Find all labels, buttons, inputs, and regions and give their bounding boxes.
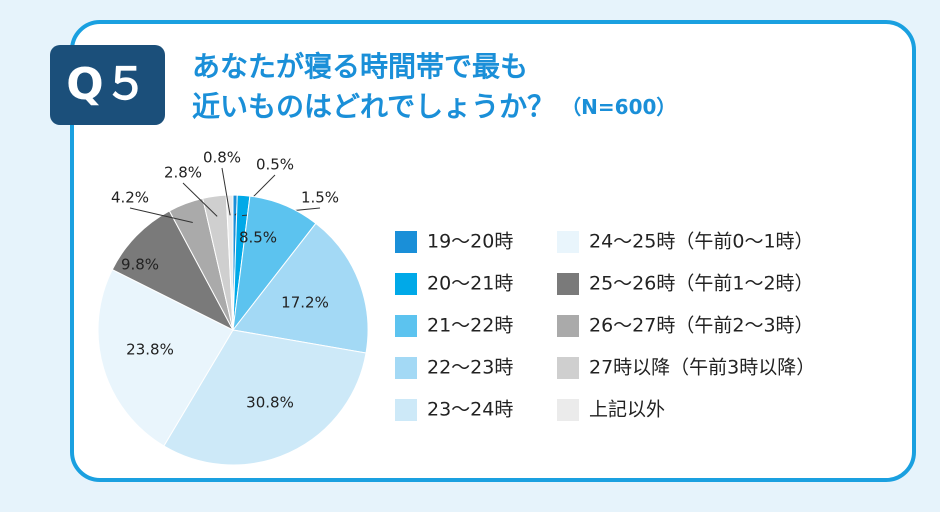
legend-swatch	[395, 231, 417, 253]
legend-swatch	[557, 315, 579, 337]
legend-label: 26～27時（午前2～3時）	[589, 315, 814, 337]
legend-swatch	[557, 273, 579, 295]
legend-label: 24～25時（午前0～1時）	[589, 231, 814, 253]
legend-label: 23～24時	[427, 399, 513, 421]
legend-label: 27時以降（午前3時以降）	[589, 357, 815, 379]
legend-swatch	[395, 315, 417, 337]
value-label: 4.2%	[111, 189, 149, 207]
title-line: 近いものはどれでしょうか？ （N=600）	[192, 90, 676, 123]
slice	[97, 268, 234, 447]
leader-line	[182, 182, 218, 217]
badge-box	[50, 45, 165, 125]
value-label: 30.8%	[246, 394, 294, 412]
title-line-text: 近いものはどれでしょうか？	[192, 90, 555, 123]
value-label: 0.5%	[256, 156, 294, 174]
legend-swatch	[557, 357, 579, 379]
legend-label: 19～20時	[427, 231, 513, 253]
legend-label: 25～26時（午前1～2時）	[589, 273, 814, 295]
note: （N=600）	[561, 95, 676, 119]
value-label: 2.8%	[164, 164, 202, 182]
legend-swatch	[557, 399, 579, 421]
slice	[232, 222, 369, 354]
legend-swatch	[557, 231, 579, 253]
title-line: あなたが寝る時間帯で最も	[192, 50, 528, 83]
value-label: 17.2%	[281, 294, 329, 312]
legend-label: 上記以外	[589, 399, 665, 421]
slice	[163, 329, 367, 466]
leader-line	[221, 167, 231, 216]
value-label: 23.8%	[126, 341, 174, 359]
legend-label: 20～21時	[427, 273, 513, 295]
value-label: 1.5%	[301, 189, 339, 207]
value-label: 9.8%	[121, 256, 159, 274]
legend-label: 22～23時	[427, 357, 513, 379]
leader-line	[129, 207, 193, 224]
legend-swatch	[395, 357, 417, 379]
legend-label: 21～22時	[427, 315, 513, 337]
slice	[111, 210, 235, 332]
value-label: 0.8%	[203, 149, 241, 167]
value-label: 8.5%	[239, 229, 277, 247]
badge: Q５	[66, 59, 147, 110]
legend-swatch	[395, 399, 417, 421]
legend-swatch	[395, 273, 417, 295]
